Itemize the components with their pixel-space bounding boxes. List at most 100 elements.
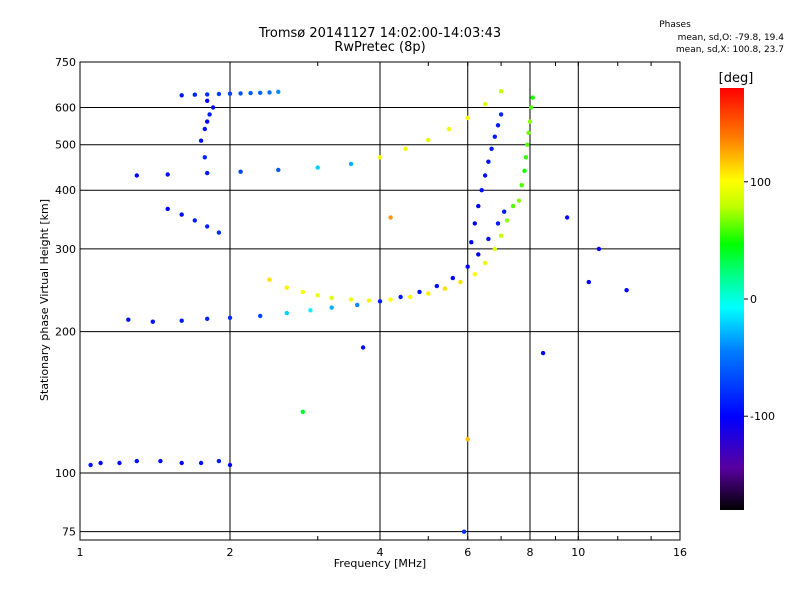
data-point — [276, 89, 281, 95]
data-point — [98, 460, 103, 466]
data-point — [465, 115, 470, 121]
data-point — [117, 460, 122, 466]
data-point — [482, 260, 488, 266]
data-point — [465, 437, 470, 442]
data-point — [216, 230, 222, 235]
x-tick-label: 10 — [571, 546, 585, 559]
data-point — [472, 221, 477, 226]
data-point — [238, 91, 243, 96]
data-point — [315, 165, 320, 170]
data-point — [202, 155, 207, 160]
data-point — [227, 315, 233, 320]
data-point — [227, 91, 233, 96]
y-tick-label: 100 — [55, 467, 76, 480]
data-point — [300, 409, 305, 414]
data-point — [258, 313, 263, 319]
data-point — [179, 460, 184, 466]
data-point — [216, 91, 222, 97]
data-point — [586, 279, 591, 285]
data-point — [505, 218, 510, 223]
data-point — [525, 142, 530, 147]
data-point — [495, 123, 501, 128]
data-point — [565, 215, 570, 220]
data-point — [126, 317, 131, 322]
y-tick-label: 200 — [55, 326, 76, 339]
data-point — [498, 233, 504, 238]
data-point — [238, 169, 243, 174]
colorbar-tick-label: 0 — [750, 293, 757, 306]
y-tick-label: 400 — [55, 184, 76, 197]
data-point — [476, 203, 481, 209]
data-point — [472, 272, 477, 277]
data-point — [523, 155, 529, 160]
data-point — [179, 318, 184, 323]
data-point — [596, 246, 602, 252]
data-point — [179, 93, 184, 98]
data-point — [329, 305, 334, 310]
x-tick-label: 4 — [377, 546, 384, 559]
data-point — [205, 224, 210, 229]
grid-lines — [80, 62, 680, 540]
phases-o-stats: mean, sd,O: -79.8, 19.4 — [677, 33, 784, 43]
data-point — [205, 92, 210, 97]
data-point — [408, 294, 413, 300]
data-point — [134, 173, 139, 178]
data-point — [522, 168, 527, 173]
x-axis-label: Frequency [MHz] — [334, 557, 426, 570]
data-point — [88, 462, 93, 468]
data-point — [192, 92, 197, 97]
data-point — [377, 155, 383, 160]
data-point — [329, 295, 334, 300]
data-point — [348, 297, 354, 302]
colorbar-tick-label: 100 — [750, 176, 771, 189]
data-point — [205, 98, 210, 104]
data-point — [502, 209, 507, 214]
y-tick-label: 500 — [55, 139, 76, 152]
data-point — [258, 90, 263, 96]
data-point — [315, 293, 320, 298]
data-point — [458, 279, 463, 285]
data-points — [88, 89, 629, 534]
data-point — [377, 299, 383, 304]
data-point — [366, 298, 372, 303]
x-tick-label: 2 — [227, 546, 234, 559]
data-point — [403, 146, 408, 151]
data-point — [527, 119, 533, 124]
y-tick-label: 750 — [55, 56, 76, 69]
data-point — [482, 173, 488, 178]
data-point — [434, 283, 439, 289]
data-point — [492, 246, 497, 252]
data-point — [300, 289, 305, 295]
data-point — [205, 119, 210, 124]
data-point — [134, 458, 139, 464]
data-point — [165, 172, 170, 177]
chart-subtitle: RwPretec (8p) — [334, 40, 426, 55]
y-tick-label: 75 — [62, 526, 76, 539]
data-point — [489, 146, 494, 151]
x-tick-label: 1 — [77, 546, 84, 559]
data-point — [205, 316, 210, 321]
data-point — [284, 285, 289, 290]
data-point — [492, 134, 497, 139]
data-point — [469, 240, 474, 245]
data-point — [417, 289, 422, 295]
x-tick-label: 8 — [527, 546, 534, 559]
x-tick-label: 16 — [673, 546, 687, 559]
data-point — [530, 95, 535, 100]
data-point — [540, 350, 546, 356]
colorbar-ticks: 100 0 -100 — [744, 176, 775, 423]
data-point — [205, 170, 210, 176]
data-point — [465, 264, 470, 269]
x-tick-label: 6 — [464, 546, 471, 559]
data-point — [510, 203, 516, 209]
data-point — [348, 161, 354, 167]
data-point — [426, 137, 431, 143]
data-point — [360, 345, 366, 350]
colorbar-tick-label: -100 — [750, 410, 775, 423]
data-point — [216, 458, 222, 464]
axis-ticks: 1 2 4 6 8 10 16 75 100 200 300 400 500 600 750 — [55, 56, 687, 559]
phases-label: Phases — [659, 20, 691, 30]
data-point — [476, 252, 481, 257]
data-point — [308, 308, 313, 313]
data-point — [526, 130, 531, 135]
